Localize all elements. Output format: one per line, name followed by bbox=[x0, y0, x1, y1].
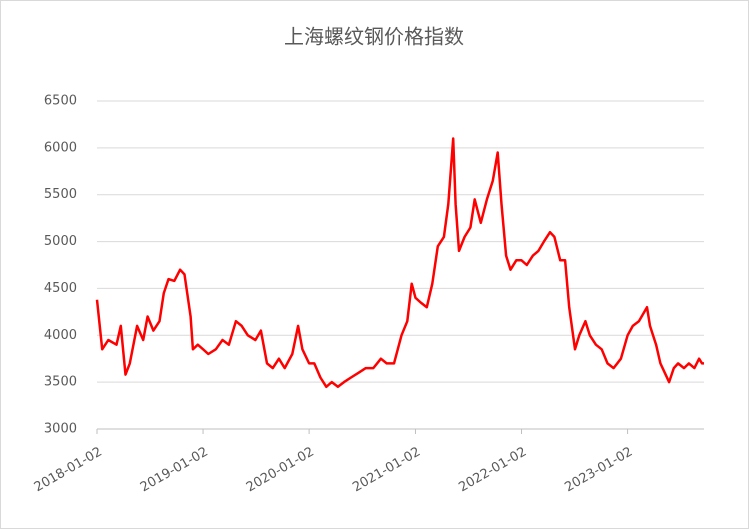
line-series bbox=[95, 137, 704, 389]
y-tick-label: 5000 bbox=[44, 234, 77, 249]
y-tick-label: 4000 bbox=[44, 328, 77, 343]
y-tick-label: 3000 bbox=[44, 422, 77, 437]
y-tick-label: 6500 bbox=[44, 94, 77, 109]
chart-title: 上海螺纹钢价格指数 bbox=[284, 25, 464, 49]
y-tick-label: 4500 bbox=[44, 281, 77, 296]
y-tick-label: 3500 bbox=[44, 375, 77, 390]
y-tick-label: 6000 bbox=[44, 140, 77, 155]
y-tick-label: 5500 bbox=[44, 187, 77, 202]
